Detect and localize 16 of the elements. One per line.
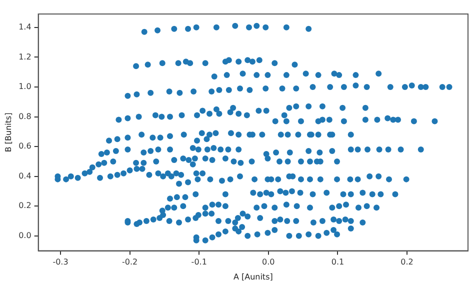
y-tick-label: 1.4 <box>18 22 32 32</box>
x-tick-label: -0.1 <box>191 258 207 267</box>
y-tick-label: 0.8 <box>18 112 32 121</box>
y-tick-label: 1.2 <box>18 52 32 62</box>
x-tick-label: -0.2 <box>122 258 138 267</box>
y-tick-label: 0.0 <box>18 230 32 240</box>
x-tick-label: 0.2 <box>400 258 414 267</box>
y-axis-title: B [Bunits] <box>4 112 13 152</box>
y-tick-label: 1.0 <box>18 82 32 92</box>
x-tick-label: 0.0 <box>262 258 275 267</box>
x-axis-title: A [Aunits] <box>233 272 273 282</box>
x-tick-label: -0.3 <box>52 258 68 267</box>
x-tick-label: 0.1 <box>331 258 344 267</box>
y-tick-label: 0.6 <box>18 142 32 151</box>
y-tick-label: 0.2 <box>18 201 32 210</box>
y-tick-label: 0.4 <box>18 171 32 180</box>
